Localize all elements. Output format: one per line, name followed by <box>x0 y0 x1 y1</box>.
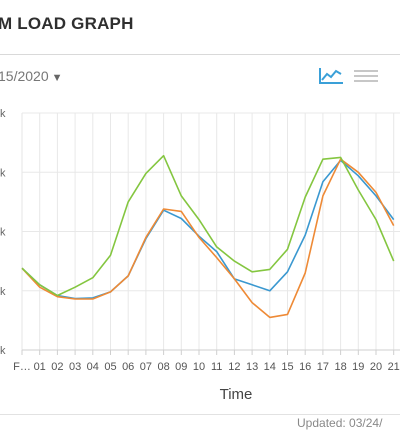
x-tick-label: 12 <box>228 361 240 373</box>
y-tick-label: k <box>0 167 6 179</box>
hamburger-menu-icon <box>354 70 378 82</box>
chart-toolbar: 15/2020 ▼ <box>0 56 400 96</box>
x-tick-label: 19 <box>352 361 364 373</box>
x-tick-label: 16 <box>299 361 311 373</box>
series-line-2 <box>21 158 395 319</box>
line-chart-view-button[interactable] <box>318 66 344 86</box>
x-tick-label: 01 <box>34 361 46 373</box>
line-chart-icon <box>319 68 343 84</box>
y-tick-label: k <box>0 286 6 298</box>
series-line-1 <box>21 159 395 300</box>
x-axis-title: Time <box>220 386 253 403</box>
load-chart-svg: k k k k k F… 01 02 03 04 05 06 07 08 09 10 11 12 13 14 15 16 1… <box>0 108 400 403</box>
caret-down-icon: ▼ <box>51 72 63 84</box>
y-tick-label: k <box>0 108 6 120</box>
series-line-3 <box>21 154 395 297</box>
x-tick-label: 18 <box>334 361 346 373</box>
chart-menu-button[interactable] <box>353 66 379 86</box>
y-tick-label: k <box>0 345 6 357</box>
x-tick-label: 13 <box>246 361 258 373</box>
x-tick-label: 05 <box>104 361 116 373</box>
y-tick-label: k <box>0 227 6 239</box>
x-tick-label: 10 <box>193 361 205 373</box>
x-tick-label: 06 <box>122 361 134 373</box>
x-tick-label: F… <box>13 361 31 373</box>
x-tick-label: 20 <box>370 361 382 373</box>
x-tick-label: 09 <box>175 361 187 373</box>
x-tick-label: 17 <box>317 361 329 373</box>
x-tick-label: 07 <box>140 361 152 373</box>
x-tick-label: 03 <box>69 361 81 373</box>
load-chart: k k k k k F… 01 02 03 04 05 06 07 08 09 10 11 12 13 14 15 16 1… <box>0 100 400 416</box>
page-header: M LOAD GRAPH <box>0 0 400 55</box>
x-tick-label: 14 <box>264 361 276 373</box>
x-tick-label: 04 <box>87 361 99 373</box>
x-tick-label: 15 <box>281 361 293 373</box>
date-select[interactable]: 15/2020 ▼ <box>0 68 63 84</box>
footer-divider <box>0 414 400 415</box>
x-tick-label: 21 <box>388 361 400 373</box>
x-tick-label: 11 <box>211 361 222 373</box>
date-value: 15/2020 <box>0 68 49 84</box>
updated-timestamp: Updated: 03/24/ <box>297 416 383 430</box>
page-title: M LOAD GRAPH <box>0 14 134 33</box>
x-tick-label: 08 <box>157 361 169 373</box>
x-tick-label: 02 <box>51 361 63 373</box>
